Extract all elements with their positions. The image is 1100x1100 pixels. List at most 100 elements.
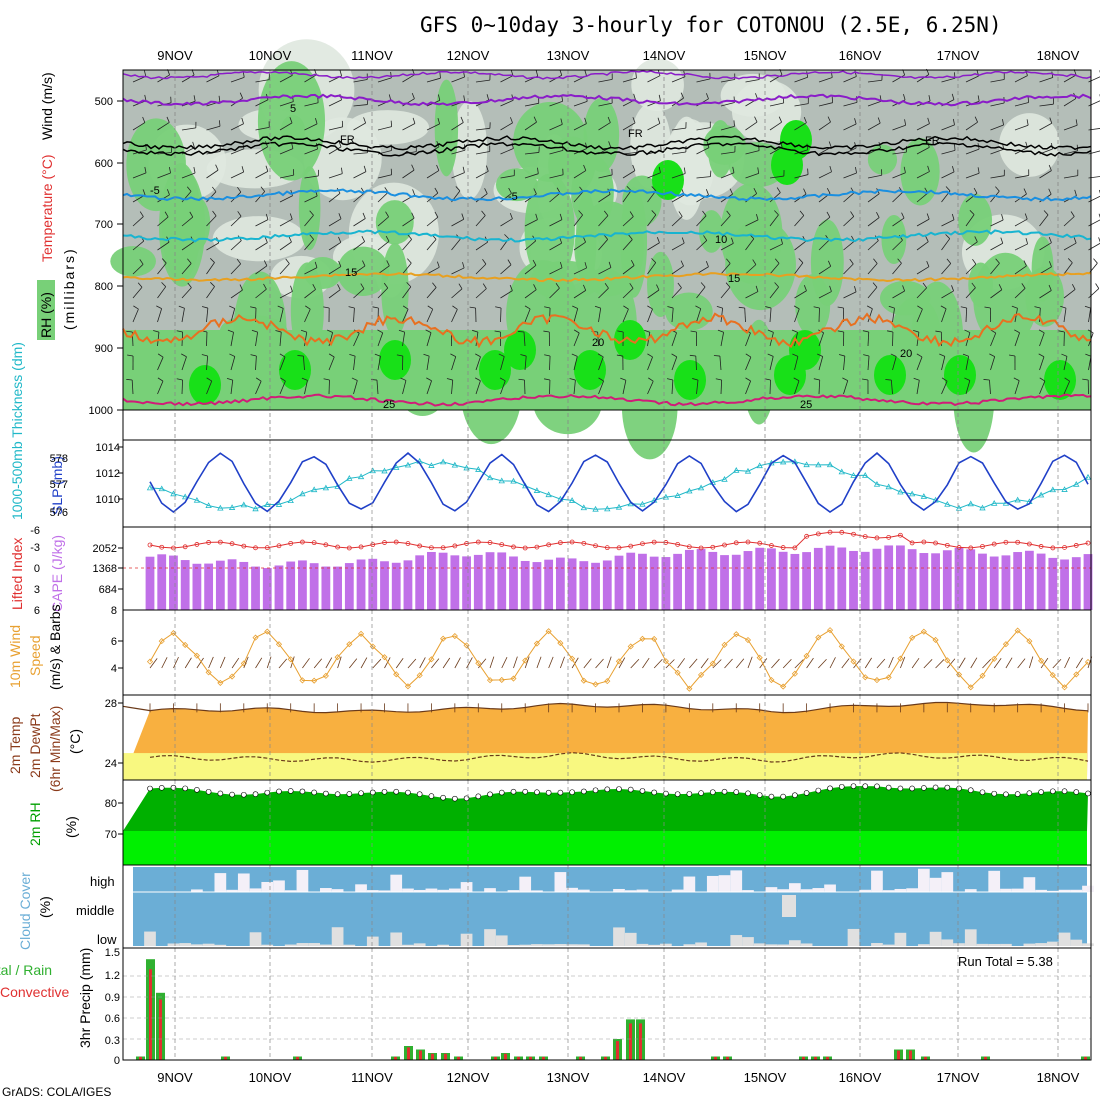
wind-barb-flag — [504, 234, 509, 239]
cape-bar — [427, 551, 436, 610]
rh2m-point — [194, 787, 200, 793]
wind-barb — [598, 239, 608, 251]
wind-barb-flag — [945, 234, 951, 239]
wind-barb — [181, 379, 183, 395]
wind10-barb — [1040, 657, 1049, 669]
level-label: 1000 — [89, 405, 113, 417]
wind-barb-flag — [341, 167, 343, 174]
wind10-barb — [771, 658, 780, 669]
wind-barb-flag — [984, 306, 991, 309]
wind-barb-flag — [651, 186, 657, 192]
wind-barb — [402, 74, 415, 83]
wind-speed-point — [193, 652, 200, 659]
precip-panel-frame — [122, 947, 1092, 1061]
wind-barb — [965, 75, 979, 83]
wind-speed-point — [346, 641, 353, 648]
wind-barb-flag — [1048, 236, 1052, 243]
wind-barb-flag — [813, 306, 820, 309]
wind-barb — [941, 308, 947, 323]
rh2m-label: 2m RH — [27, 802, 43, 846]
wind-barb-flag — [300, 329, 307, 333]
cloud-low-bar — [988, 943, 1001, 946]
cape-bar — [180, 560, 190, 610]
cloud-high-bar — [448, 888, 461, 892]
rh2m-point — [616, 786, 622, 792]
wind-barb-flag — [176, 330, 183, 333]
wind-barb — [598, 356, 604, 371]
wind-barb — [1014, 218, 1028, 227]
wind-barb-flag — [351, 377, 358, 381]
wind-barb — [1014, 175, 1029, 179]
wind-barb-flag — [903, 94, 906, 101]
date-label-bottom: 10NOV — [249, 1070, 292, 1085]
wind-barb — [1014, 265, 1027, 275]
contour-label: FR — [925, 135, 940, 147]
wind-barb — [230, 240, 242, 251]
wind-barb-flag — [733, 120, 735, 127]
rh2m-point — [838, 783, 845, 790]
wind-barb-flag — [1001, 214, 1004, 221]
rh-core — [379, 340, 411, 380]
cloud-low-bar — [1070, 939, 1083, 946]
wind-barb-flag — [251, 329, 258, 333]
wind-barb-flag — [156, 305, 162, 309]
wind-barb-flag — [656, 237, 660, 243]
wind-barb — [1014, 288, 1026, 299]
wind-barb-flag — [952, 165, 955, 172]
precip-conv-bar — [726, 1056, 729, 1060]
cloud-low-bar — [179, 943, 192, 946]
wind-barb — [402, 380, 407, 395]
wind-barb-flag — [607, 116, 611, 123]
wind-barb — [671, 76, 686, 83]
wind-barb — [843, 76, 857, 83]
cloud-low-bar — [742, 937, 754, 946]
contour-magenta — [122, 393, 1092, 407]
wind-barb-flag — [265, 165, 269, 172]
wind-barb-flag — [854, 286, 857, 292]
wind-barb-flag — [411, 212, 415, 219]
wind-barb — [353, 171, 367, 179]
cloud-low-bar — [1046, 941, 1059, 946]
cloud-high-label: high — [90, 874, 115, 889]
wind-barb-flag — [1025, 238, 1028, 245]
cloud-mid-bar — [782, 895, 796, 917]
cloud-low-bar — [695, 942, 707, 946]
wind-barb — [818, 77, 833, 83]
wind-barb — [426, 332, 432, 347]
wind10-barb — [876, 658, 886, 669]
wind-barb-flag — [594, 305, 601, 309]
wind-barb-flag — [1060, 305, 1067, 309]
wind-barb — [598, 78, 613, 83]
wind-barb — [843, 380, 849, 395]
wind-barb-flag — [517, 331, 525, 333]
wind-barb-flag — [695, 305, 701, 310]
rh2m-point — [182, 785, 188, 792]
cape-bar — [368, 558, 378, 610]
wind-barb-flag — [218, 120, 221, 127]
wind-barb — [255, 265, 268, 275]
wind-barb-flag — [888, 305, 895, 309]
precip-conv-bar — [604, 1056, 607, 1060]
wind-barb — [794, 290, 807, 299]
wind-barb — [794, 122, 807, 131]
level-label: 600 — [95, 158, 113, 170]
wind-barb — [794, 76, 808, 83]
wind-speed-point — [451, 632, 458, 640]
precip-conv-bar — [444, 1053, 447, 1060]
wind10-panel-frame — [122, 609, 1092, 696]
wind-barb — [843, 123, 857, 131]
cape-bar — [579, 561, 589, 610]
cape-bar — [896, 545, 905, 610]
wind-barb-flag — [1073, 237, 1077, 244]
wind-barb — [671, 380, 674, 395]
wind-speed-point — [182, 641, 189, 649]
cape-bar — [462, 556, 471, 610]
tick-label: 1368 — [93, 563, 117, 575]
rh2m-point — [287, 788, 294, 794]
wind-barb-flag — [726, 210, 731, 216]
tick-label: 578 — [50, 453, 68, 465]
wind-barb — [720, 332, 724, 347]
rh2m-point — [1061, 788, 1068, 795]
wind-barb — [255, 332, 259, 347]
wind-barb — [720, 79, 735, 83]
